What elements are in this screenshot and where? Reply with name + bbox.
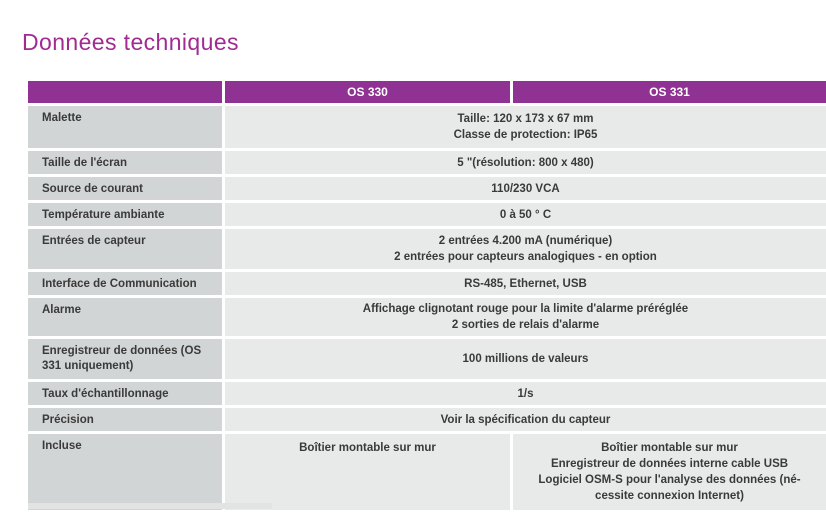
- value-line: 100 millions de valeurs: [462, 353, 589, 365]
- row-label-entrees-capteur: Entrées de capteur: [28, 229, 222, 269]
- value-line: Enregistreur de données interne cable US…: [550, 458, 789, 470]
- column-header-os331: OS 331: [513, 81, 826, 103]
- value-line: Taille: 120 x 173 x 67 mm: [457, 113, 594, 125]
- value-line: 2 entrées 4.200 mA (numérique): [438, 235, 613, 247]
- row-label-enregistreur: Enregistreur de données (OS 331 uniqueme…: [28, 339, 222, 379]
- row-label-precision: Précision: [28, 408, 222, 431]
- value-line: Voir la spécification du capteur: [440, 413, 611, 426]
- row-value-source-courant: 110/230 VCA: [225, 177, 826, 200]
- value-line: Boîtier montable sur mur: [601, 442, 738, 454]
- spec-table: OS 330 OS 331 Malette Taille: 120 x 173 …: [28, 81, 826, 510]
- value-line: 5 "(résolution: 800 x 480): [457, 156, 594, 169]
- row-value-incluse-os330: Boîtier montable sur mur: [225, 434, 510, 510]
- value-line: Logiciel OSM-S pour l'analyse des donnée…: [538, 474, 801, 486]
- value-line: cessite connexion Internet): [595, 490, 744, 502]
- row-value-enregistreur: 100 millions de valeurs: [225, 339, 826, 379]
- row-label-temperature: Température ambiante: [28, 203, 222, 226]
- value-line: 2 entrées pour capteurs analogiques - en…: [394, 251, 657, 263]
- row-label-taille-ecran: Taille de l'écran: [28, 151, 222, 174]
- value-line: RS-485, Ethernet, USB: [464, 277, 587, 290]
- row-value-interface: RS-485, Ethernet, USB: [225, 272, 826, 295]
- row-value-alarme: Affichage clignotant rouge pour la limit…: [225, 298, 826, 336]
- value-line: 0 à 50 ° C: [499, 208, 552, 221]
- value-line: 2 sorties de relais d'alarme: [451, 319, 600, 331]
- value-line: 110/230 VCA: [491, 182, 560, 195]
- header-corner-cell: [28, 81, 222, 103]
- value-line: 1/s: [517, 387, 534, 400]
- row-label-source-courant: Source de courant: [28, 177, 222, 200]
- row-value-incluse-os331: Boîtier montable sur mur Enregistreur de…: [513, 434, 826, 510]
- value-line: Classe de protection: IP65: [453, 129, 598, 141]
- row-label-interface: Interface de Communication: [28, 272, 222, 295]
- row-value-taux: 1/s: [225, 382, 826, 405]
- row-label-taux: Taux d'échantillonnage: [28, 382, 222, 405]
- column-header-os330: OS 330: [225, 81, 510, 103]
- row-value-entrees-capteur: 2 entrées 4.200 mA (numérique) 2 entrées…: [225, 229, 826, 269]
- row-value-malette: Taille: 120 x 173 x 67 mm Classe de prot…: [225, 106, 826, 148]
- row-label-incluse: Incluse: [28, 434, 222, 510]
- row-value-taille-ecran: 5 "(résolution: 800 x 480): [225, 151, 826, 174]
- row-label-malette: Malette: [28, 106, 222, 148]
- row-value-temperature: 0 à 50 ° C: [225, 203, 826, 226]
- page-title: Données techniques: [22, 29, 239, 56]
- row-label-alarme: Alarme: [28, 298, 222, 336]
- value-line: Boîtier montable sur mur: [299, 442, 436, 454]
- value-line: Affichage clignotant rouge pour la limit…: [362, 303, 689, 315]
- row-value-precision: Voir la spécification du capteur: [225, 408, 826, 431]
- partial-next-row-sliver: [28, 503, 272, 509]
